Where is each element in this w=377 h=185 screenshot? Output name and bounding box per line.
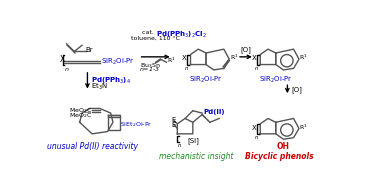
Text: [O]: [O] — [240, 46, 251, 53]
Text: toluene, 110 °C: toluene, 110 °C — [131, 35, 180, 40]
Text: R$^1$: R$^1$ — [299, 122, 308, 132]
Text: Bicyclic phenols: Bicyclic phenols — [245, 152, 314, 161]
Text: Pd(PPh$_3$)$_2$Cl$_2$: Pd(PPh$_3$)$_2$Cl$_2$ — [156, 30, 207, 40]
Text: X: X — [182, 55, 187, 61]
Text: n: n — [255, 66, 258, 71]
Text: [Si]: [Si] — [187, 138, 199, 144]
Text: Pd(II): Pd(II) — [204, 109, 225, 115]
Text: $n$=1-3: $n$=1-3 — [139, 65, 160, 73]
Text: unusual Pd(II) reactivity: unusual Pd(II) reactivity — [47, 142, 138, 151]
Text: MeO$_2$C: MeO$_2$C — [69, 111, 92, 120]
Text: SiR$_2$Oi-Pr: SiR$_2$Oi-Pr — [189, 75, 223, 85]
Text: n: n — [65, 67, 69, 72]
Text: mechanistic insight: mechanistic insight — [159, 152, 233, 161]
Text: SiEt$_2$Oi-Pr: SiEt$_2$Oi-Pr — [120, 120, 152, 129]
Text: Bu$_3$Sn: Bu$_3$Sn — [140, 61, 161, 70]
Text: SiR$_2$Oi-Pr: SiR$_2$Oi-Pr — [259, 75, 293, 85]
Text: n: n — [178, 143, 182, 148]
Text: MeO$_2$C: MeO$_2$C — [69, 106, 92, 115]
Text: X: X — [251, 55, 256, 61]
Text: n: n — [185, 66, 188, 71]
Text: E: E — [171, 122, 176, 128]
Text: cat.: cat. — [142, 30, 156, 35]
Text: Et$_3$N: Et$_3$N — [90, 82, 107, 92]
Text: [O]: [O] — [291, 86, 302, 92]
Text: E: E — [171, 117, 176, 123]
Text: SiR$_2$Oi-Pr: SiR$_2$Oi-Pr — [101, 57, 135, 67]
Text: R$^1$: R$^1$ — [299, 53, 308, 62]
Text: Pd(PPh$_3$)$_4$: Pd(PPh$_3$)$_4$ — [90, 76, 130, 86]
Text: R$^1$: R$^1$ — [167, 56, 176, 65]
Text: X: X — [251, 125, 256, 131]
Text: R$^1$: R$^1$ — [230, 53, 239, 62]
Text: Br: Br — [86, 47, 93, 53]
Text: n: n — [255, 135, 258, 140]
Text: OH: OH — [277, 142, 290, 151]
Text: X: X — [60, 55, 65, 64]
